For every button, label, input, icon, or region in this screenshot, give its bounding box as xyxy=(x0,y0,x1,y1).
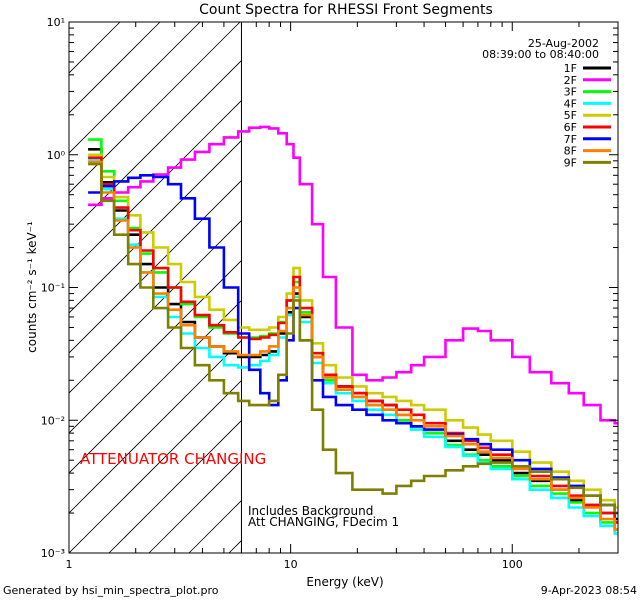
y-tick-label: 10¹ xyxy=(47,16,65,29)
series-line-9F xyxy=(88,162,618,515)
series-line-5F xyxy=(88,153,618,509)
legend-label: 2F xyxy=(564,74,577,87)
series-line-7F xyxy=(88,174,618,515)
chart-title: Count Spectra for RHESSI Front Segments xyxy=(199,2,493,18)
hatch-line xyxy=(69,379,242,553)
hatch-line xyxy=(69,179,242,354)
x-axis-label: Energy (keV) xyxy=(306,575,383,589)
y-tick-label: 10⁻¹ xyxy=(41,282,65,295)
hatch-line xyxy=(309,22,640,553)
hatch-line xyxy=(148,459,242,553)
hatch-line xyxy=(69,219,242,394)
legend-label: 8F xyxy=(564,145,577,158)
series-line-2F xyxy=(88,125,618,425)
attenuator-annotation: ATTENUATOR CHANGING xyxy=(80,450,266,468)
hatch-line xyxy=(69,99,242,274)
hatch-line xyxy=(69,259,242,434)
footer-timestamp: 9-Apr-2023 08:54 xyxy=(541,584,637,597)
hatch-line xyxy=(69,22,241,194)
series-line-4F xyxy=(88,158,618,535)
legend-label: 4F xyxy=(564,97,577,110)
legend-label: 6F xyxy=(564,121,577,134)
x-tick-label: 100 xyxy=(502,558,523,571)
hatch-line xyxy=(69,139,242,314)
hatch-line xyxy=(69,299,242,474)
footer-generated-by: Generated by hsi_min_spectra_plot.pro xyxy=(3,584,219,597)
hatch-line xyxy=(629,22,640,553)
y-tick-label: 10⁻² xyxy=(41,414,65,427)
hatch-line xyxy=(108,419,242,553)
hatch-line xyxy=(228,539,242,553)
x-tick-label: 10 xyxy=(284,558,298,571)
y-tick-label: 10⁰ xyxy=(47,149,66,162)
hatch-line xyxy=(69,59,242,234)
hatch-line xyxy=(69,22,161,114)
legend-label: 7F xyxy=(564,133,577,146)
hatched-region xyxy=(69,22,640,553)
hatch-line xyxy=(69,339,242,514)
legend-label: 1F xyxy=(564,62,577,75)
y-tick-label: 10⁻³ xyxy=(41,547,65,560)
hatch-line xyxy=(549,22,640,553)
att-state-annotation: Att CHANGING, FDecim 1 xyxy=(248,515,399,529)
hatch-line xyxy=(269,22,640,553)
hatch-line xyxy=(429,22,640,553)
y-axis-label: counts cm⁻² s⁻¹ keV⁻¹ xyxy=(25,221,39,353)
background-annotation: Includes Background xyxy=(248,504,373,518)
hatch-line xyxy=(349,22,640,553)
hatch-line xyxy=(69,22,201,154)
series-line-8F xyxy=(88,160,618,531)
legend-label: 3F xyxy=(564,86,577,99)
legend-label: 5F xyxy=(564,109,577,122)
x-tick-label: 1 xyxy=(66,558,73,571)
time-range-label: 08:39:00 to 08:40:00 xyxy=(482,48,599,61)
date-label: 25-Aug-2002 xyxy=(528,37,599,50)
legend-label: 9F xyxy=(564,156,577,169)
